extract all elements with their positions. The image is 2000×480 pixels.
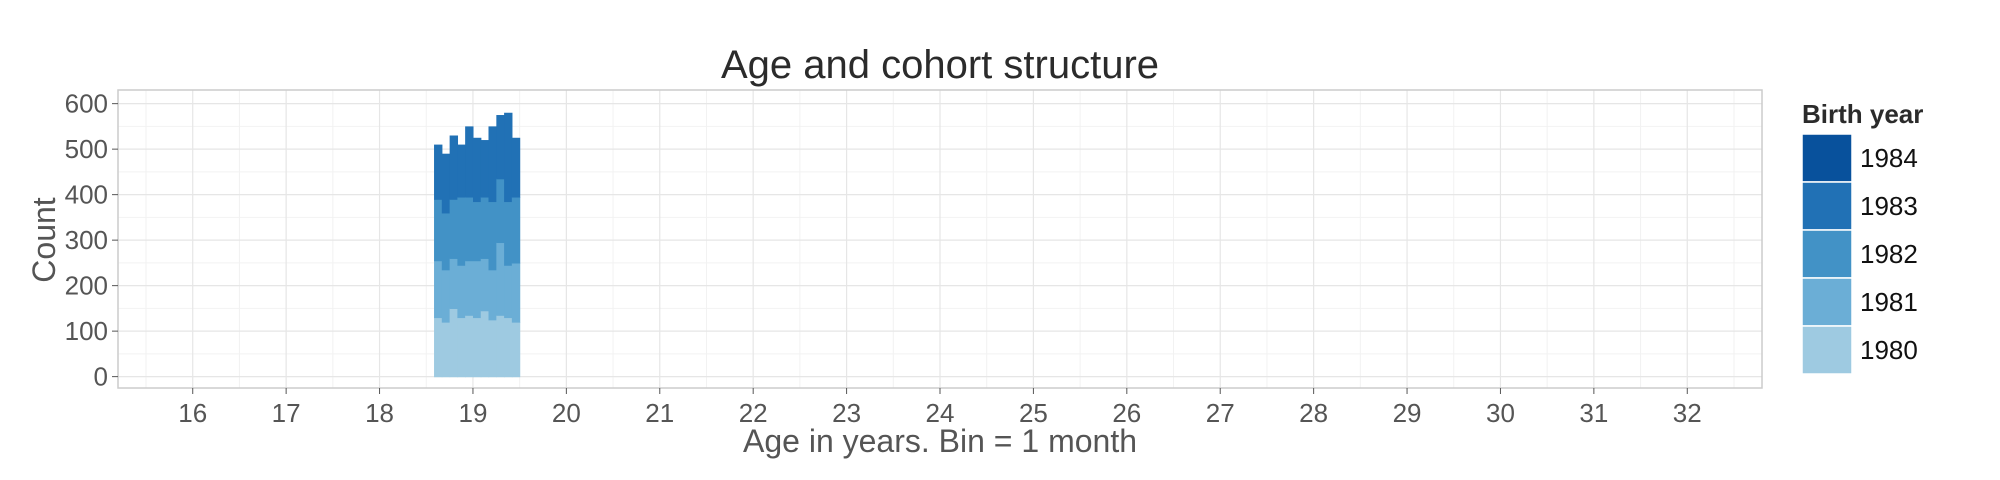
bar-segment-1982 [472,201,482,262]
legend-label-1981: 1981 [1860,287,1918,317]
bar-segment-1982 [465,196,474,262]
bar-segment-1980 [449,308,459,378]
bar-segment-1983 [480,140,490,198]
grid-lines [118,90,1762,388]
x-tick-label: 30 [1486,398,1515,428]
bar-segment-1983 [441,153,451,214]
legend-label-1982: 1982 [1860,239,1918,269]
bar-segment-1980 [472,317,482,378]
bar-segment-1981 [511,262,521,323]
bar-segment-1980 [434,317,443,378]
bar-segment-1983 [465,126,474,198]
bar-segment-1983 [472,137,482,203]
bar-segment-1983 [457,144,466,198]
x-axis-title: Age in years. Bin = 1 month [743,423,1137,459]
bar-segment-1982 [441,212,451,271]
legend-key-1981 [1801,277,1853,327]
x-tick-label: 32 [1673,398,1702,428]
bar-segment-1981 [472,260,482,319]
x-tick-label: 31 [1579,398,1608,428]
legend-title: Birth year [1802,99,1923,129]
legend-label-1983: 1983 [1860,191,1918,221]
bar-segment-1981 [480,258,490,312]
x-tick-label: 24 [926,398,955,428]
bar-segment-1981 [465,260,474,316]
y-axis-title: Count [26,197,62,283]
x-axis-ticks: 16 17 18 19 20 21 22 23 24 25 26 27 28 29 30 31 32 [178,388,1702,428]
bar-segment-1982 [496,178,505,244]
bar-segment-1983 [504,112,513,203]
bar-segment-1982 [504,201,513,266]
legend: Birth year 1984 1983 1982 1981 1980 [1801,99,1923,375]
bar-segment-1980 [511,322,521,378]
legend-label-1984: 1984 [1860,143,1918,173]
bar-segment-1980 [480,310,490,378]
bar-segment-1981 [457,265,466,319]
bar-segment-1982 [480,196,490,259]
bar-segment-1981 [449,258,459,309]
y-tick-label: 400 [65,180,108,210]
x-tick-label: 20 [552,398,581,428]
x-tick-label: 17 [272,398,301,428]
bar-segment-1980 [504,317,513,378]
bar-segment-1982 [457,196,466,266]
x-tick-label: 19 [458,398,487,428]
x-tick-label: 21 [645,398,674,428]
y-tick-label: 300 [65,225,108,255]
y-tick-label: 600 [65,89,108,119]
x-tick-label: 16 [178,398,207,428]
y-tick-label: 500 [65,134,108,164]
x-tick-label: 27 [1206,398,1235,428]
bar-segment-1982 [488,201,497,271]
x-tick-label: 23 [832,398,861,428]
bar-segment-1981 [488,269,497,321]
stacked-bars [434,112,521,378]
bar-segment-1983 [496,115,505,180]
y-tick-label: 100 [65,316,108,346]
bar-segment-1983 [434,144,443,200]
bar-segment-1980 [441,322,451,378]
bar-segment-1982 [434,199,443,262]
chart-title: Age and cohort structure [721,43,1159,87]
bar-segment-1980 [457,317,466,378]
legend-key-1980 [1801,325,1853,375]
legend-items: 1984 1983 1982 1981 1980 [1801,133,1918,375]
y-tick-label: 0 [94,362,108,392]
x-tick-label: 29 [1393,398,1422,428]
x-tick-label: 26 [1112,398,1141,428]
bar-segment-1980 [465,315,474,378]
legend-key-1983 [1801,181,1853,231]
bar-segment-1983 [511,137,521,198]
bar-segment-1983 [488,126,497,203]
legend-label-1980: 1980 [1860,335,1918,365]
bar-segment-1982 [449,199,459,259]
bar-segment-1981 [434,260,443,319]
bar-segment-1980 [496,315,505,378]
bar-segment-1983 [449,135,459,200]
x-tick-label: 28 [1299,398,1328,428]
bar-segment-1981 [441,269,451,323]
bar-segment-1980 [488,319,497,378]
legend-key-1984 [1801,133,1853,183]
y-axis-ticks: 0 100 200 300 400 500 600 [65,89,118,392]
x-tick-label: 25 [1019,398,1048,428]
x-tick-label: 18 [365,398,394,428]
bar-segment-1982 [511,196,521,264]
legend-key-1982 [1801,229,1853,279]
bar-segment-1981 [496,242,505,316]
y-tick-label: 200 [65,271,108,301]
bar-segment-1981 [504,265,513,319]
x-tick-label: 22 [739,398,768,428]
